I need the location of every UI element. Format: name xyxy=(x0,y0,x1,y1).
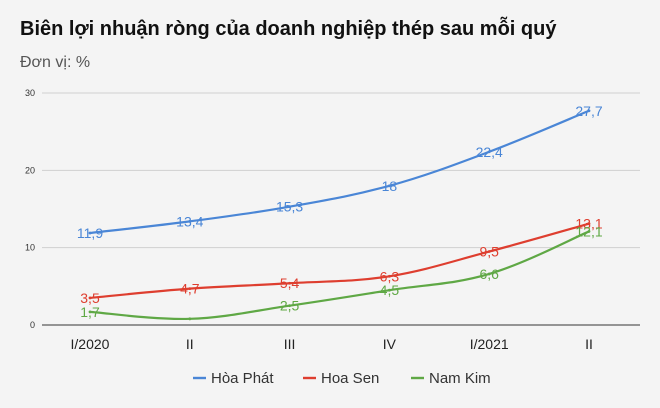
grid-lines xyxy=(42,92,640,326)
chart-title: Biên lợi nhuận ròng của doanh nghiệp thé… xyxy=(20,18,557,40)
data-label: 4,7 xyxy=(180,281,200,297)
legend-label: Hòa Phát xyxy=(211,370,274,387)
y-tick-label: 0 xyxy=(30,320,35,330)
series-line-0 xyxy=(89,109,590,235)
legend-label: Nam Kim xyxy=(429,370,491,387)
data-label: 6,6 xyxy=(479,266,499,282)
data-point xyxy=(88,231,92,235)
data-point xyxy=(388,288,391,292)
legend-label: Hoa Sen xyxy=(321,370,379,387)
data-point xyxy=(587,222,591,226)
data-label: 18 xyxy=(382,178,398,194)
data-point xyxy=(188,219,192,223)
series-group: 11,9 13,4 15,3 18 22,4 27,7 3,5 4,7 5,4 6,3 9,5 13,… xyxy=(77,103,603,321)
data-point xyxy=(487,150,491,154)
data-point xyxy=(487,272,491,276)
data-point xyxy=(288,304,291,308)
y-axis-ticks: 0 10 20 30 xyxy=(25,88,35,330)
data-label: 2,5 xyxy=(280,298,300,314)
data-label: 13,4 xyxy=(176,213,203,229)
data-point xyxy=(388,184,391,188)
legend: Hòa Phát Hoa Sen Nam Kim xyxy=(193,370,491,387)
data-label: 12,1 xyxy=(575,223,602,239)
data-label: 3,5 xyxy=(80,290,100,306)
y-tick-label: 20 xyxy=(25,165,35,175)
data-label: 9,5 xyxy=(479,244,499,260)
data-point xyxy=(188,317,192,321)
x-tick-label: I/2020 xyxy=(71,336,110,352)
series-line-2 xyxy=(89,230,590,321)
data-label: 13,1 xyxy=(575,216,602,232)
data-label: 15,3 xyxy=(276,199,303,215)
data-point xyxy=(88,296,92,300)
x-tick-label: II xyxy=(186,336,194,352)
y-tick-label: 10 xyxy=(25,243,35,253)
data-point xyxy=(88,310,92,314)
data-point xyxy=(487,250,491,253)
data-point xyxy=(288,205,291,209)
data-label: 4,5 xyxy=(380,282,400,298)
data-label: 22,4 xyxy=(476,144,503,160)
data-point xyxy=(288,281,291,285)
data-point xyxy=(587,230,591,233)
data-label: 6,3 xyxy=(380,268,400,284)
data-point xyxy=(188,287,192,291)
x-axis-ticks: I/2020 II III IV I/2021 II xyxy=(71,336,593,352)
data-point xyxy=(388,274,391,278)
x-tick-label: III xyxy=(284,336,296,352)
series-line-1 xyxy=(89,222,590,300)
data-label: 11,9 xyxy=(77,225,103,241)
data-point xyxy=(587,109,591,113)
data-label: 5,4 xyxy=(280,275,300,291)
x-tick-label: I/2021 xyxy=(470,336,509,352)
chart-subtitle: Đơn vị: % xyxy=(20,54,91,71)
data-label: 27,7 xyxy=(575,103,602,119)
y-tick-label: 30 xyxy=(25,88,35,98)
x-tick-label: II xyxy=(585,336,593,352)
x-tick-label: IV xyxy=(383,336,397,352)
data-label: 1,7 xyxy=(80,304,100,320)
